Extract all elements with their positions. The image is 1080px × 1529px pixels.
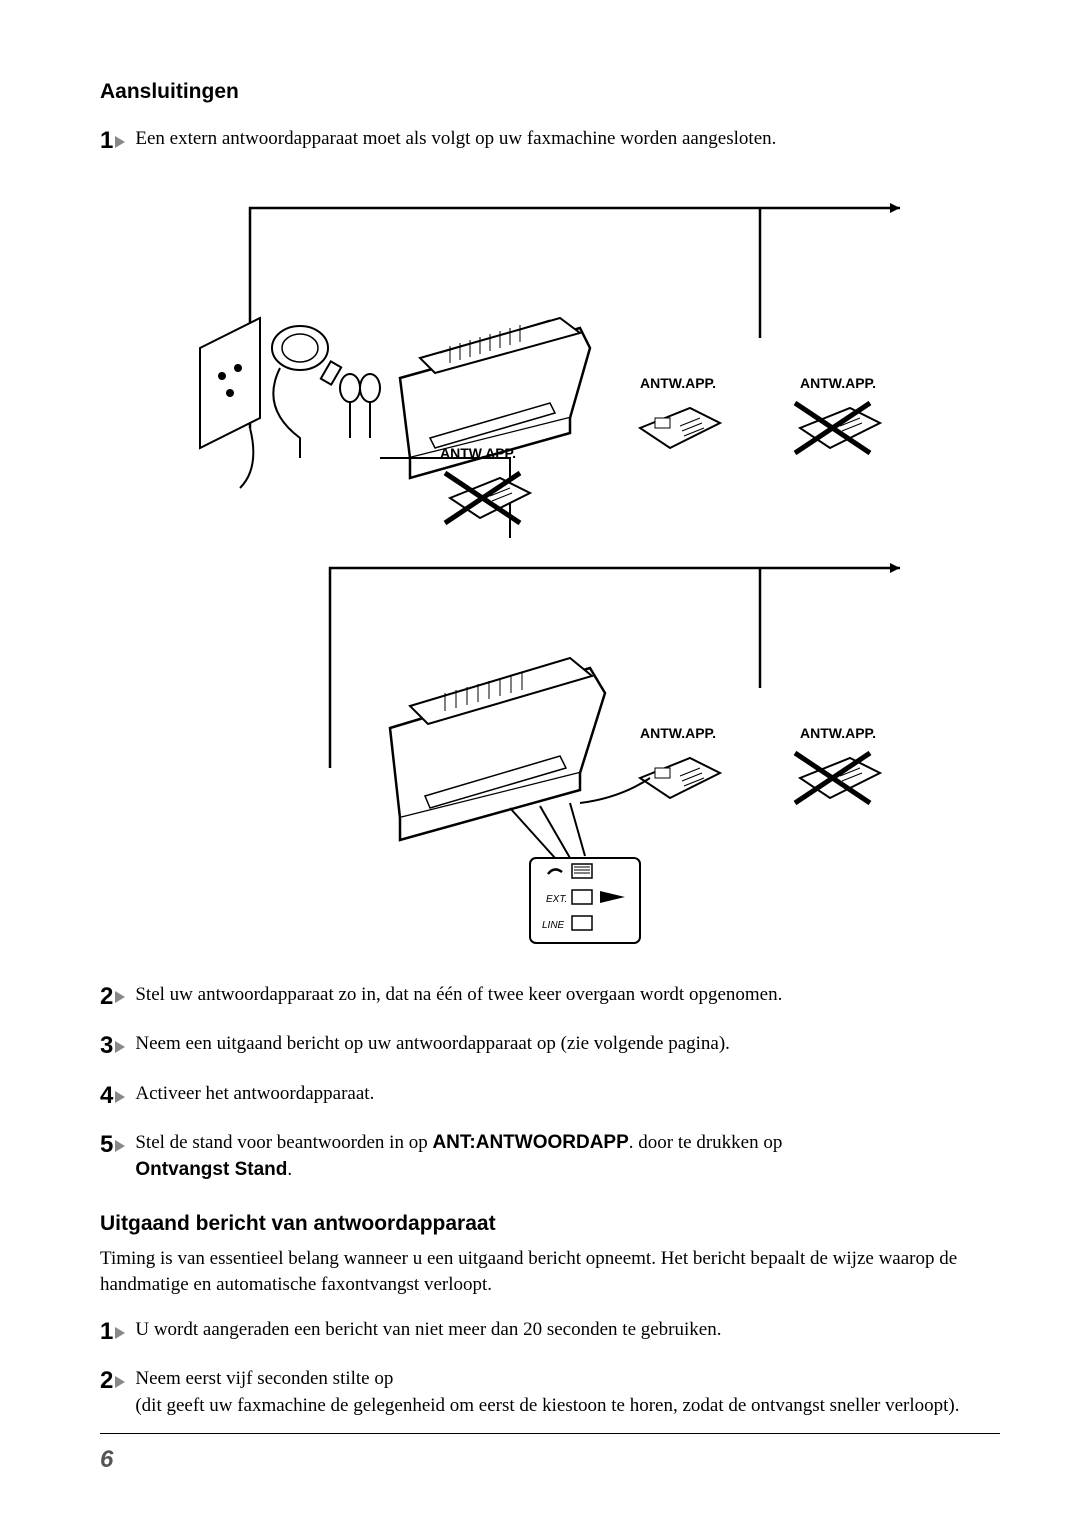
port-label-line: LINE (542, 920, 565, 931)
step-text: U wordt aangeraden een bericht van niet … (135, 1313, 1000, 1344)
step-row: 1 Een extern antwoordapparaat moet als v… (100, 122, 1000, 158)
step-number: 1 (100, 124, 113, 158)
diagram-label: ANTW.APP. (640, 375, 716, 391)
step-row: 1 U wordt aangeraden een bericht van nie… (100, 1313, 1000, 1349)
step-number-icon: 2 (100, 978, 125, 1014)
diagram-label: ANTW.APP. (800, 375, 876, 391)
footer-rule (100, 1433, 1000, 1434)
arrow-icon (115, 1327, 125, 1339)
section-heading-outgoing: Uitgaand bericht van antwoordapparaat (100, 1212, 1000, 1236)
step-row: 5 Stel de stand voor beantwoorden in op … (100, 1126, 1000, 1183)
step-number: 4 (100, 1079, 113, 1113)
step-number-icon: 4 (100, 1077, 125, 1113)
section-heading-connections: Aansluitingen (100, 80, 1000, 104)
diagram-label: ANTW.APP. (440, 445, 516, 461)
connection-diagrams: ANTW.APP. ANTW.APP. ANTW.APP. (160, 178, 1000, 948)
step-text: Activeer het antwoordapparaat. (135, 1077, 1000, 1108)
arrow-icon (115, 1140, 125, 1152)
step-text: Stel de stand voor beantwoorden in op AN… (135, 1126, 1000, 1183)
intro-paragraph: Timing is van essentieel belang wanneer … (100, 1246, 1000, 1299)
arrow-icon (115, 136, 125, 148)
arrow-icon (115, 991, 125, 1003)
port-label-ext: EXT. (546, 894, 567, 905)
step-number-icon: 2 (100, 1362, 125, 1398)
page-number: 6 (100, 1446, 113, 1474)
step-number: 2 (100, 1364, 113, 1398)
step-number-icon: 1 (100, 122, 125, 158)
step-text: Neem eerst vijf seconden stilte op (dit … (135, 1362, 1000, 1419)
step-row: 2 Neem eerst vijf seconden stilte op (di… (100, 1362, 1000, 1419)
diagram-label: ANTW.APP. (800, 725, 876, 741)
step-row: 3 Neem een uitgaand bericht op uw antwoo… (100, 1027, 1000, 1063)
step-number: 1 (100, 1315, 113, 1349)
diagram-label: ANTW.APP. (640, 725, 716, 741)
step-text: Neem een uitgaand bericht op uw antwoord… (135, 1027, 1000, 1058)
diagram-top: ANTW.APP. ANTW.APP. ANTW.APP. (160, 178, 960, 538)
step-number-icon: 5 (100, 1126, 125, 1162)
step-text: Stel uw antwoordapparaat zo in, dat na é… (135, 978, 1000, 1009)
arrow-icon (115, 1376, 125, 1388)
step-row: 2 Stel uw antwoordapparaat zo in, dat na… (100, 978, 1000, 1014)
step-row: 4 Activeer het antwoordapparaat. (100, 1077, 1000, 1113)
step-text: Een extern antwoordapparaat moet als vol… (135, 122, 1000, 153)
diagram-bottom: EXT. LINE ANTW.APP. ANTW.APP. (160, 538, 960, 948)
arrow-icon (115, 1041, 125, 1053)
step-number: 5 (100, 1128, 113, 1162)
step-number: 2 (100, 980, 113, 1014)
step-number-icon: 3 (100, 1027, 125, 1063)
step-number: 3 (100, 1029, 113, 1063)
step-number-icon: 1 (100, 1313, 125, 1349)
arrow-icon (115, 1091, 125, 1103)
